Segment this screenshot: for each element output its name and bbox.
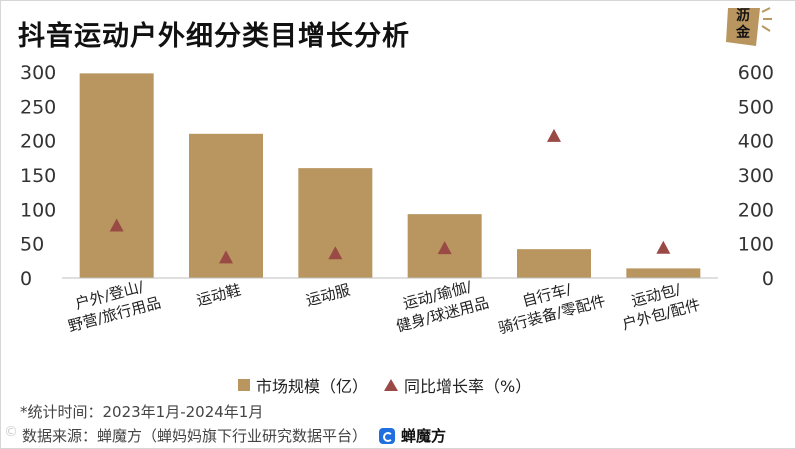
growth-marker-5 bbox=[547, 128, 561, 142]
right-tick-5: 500 bbox=[738, 96, 774, 118]
category-label-6: 运动包/户外包/配件 bbox=[615, 276, 702, 333]
category-label-2: 运动鞋 bbox=[195, 281, 243, 310]
category-label-3: 运动服 bbox=[304, 281, 352, 310]
right-tick-4: 400 bbox=[738, 131, 774, 153]
logo-icon bbox=[726, 7, 772, 46]
bar-5 bbox=[517, 249, 591, 278]
left-tick-5: 250 bbox=[20, 96, 56, 118]
bar-6 bbox=[626, 268, 701, 278]
legend-bar-label: 市场规模（亿） bbox=[256, 377, 369, 396]
chart-title: 抖音运动户外细分类目增长分析 bbox=[18, 21, 410, 52]
right-tick-3: 300 bbox=[738, 165, 774, 187]
brand-logo-icon bbox=[379, 427, 396, 444]
category-label-5: 自行车/骑行装备/零配件 bbox=[491, 272, 607, 337]
growth-marker-4 bbox=[437, 241, 452, 255]
watermark: © bbox=[4, 424, 18, 440]
left-tick-3: 150 bbox=[20, 165, 56, 187]
right-tick-2: 200 bbox=[738, 199, 774, 221]
growth-marker-1 bbox=[109, 218, 124, 232]
category-label-1: 户外/登山/野营/旅行用品 bbox=[61, 274, 163, 335]
left-tick-0: 0 bbox=[20, 268, 32, 290]
left-tick-2: 100 bbox=[20, 199, 56, 221]
right-tick-1: 100 bbox=[738, 234, 774, 256]
left-tick-4: 200 bbox=[20, 131, 56, 153]
growth-marker-3 bbox=[328, 246, 343, 260]
legend-bar-swatch bbox=[238, 379, 250, 391]
right-tick-0: 0 bbox=[762, 268, 774, 290]
time-note: *统计时间：2023年1月-2024年1月 bbox=[20, 403, 264, 421]
left-tick-1: 50 bbox=[20, 234, 44, 256]
data-source: 数据来源：蝉魔方（蝉妈妈旗下行业研究数据平台） 蝉魔方 bbox=[22, 425, 446, 446]
legend-marker-swatch bbox=[384, 379, 399, 391]
category-label-4: 运动/瑜伽/健身/球迷用品 bbox=[389, 274, 491, 335]
source-label: 数据来源：蝉魔方（蝉妈妈旗下行业研究数据平台） bbox=[22, 427, 368, 445]
chart-legend: 市场规模（亿） 同比增长率（%） bbox=[238, 373, 531, 397]
bar-1 bbox=[79, 73, 154, 278]
left-tick-6: 300 bbox=[20, 62, 56, 84]
logo-text: 沥金 bbox=[736, 8, 750, 41]
growth-marker-2 bbox=[219, 250, 233, 264]
legend-marker-label: 同比增长率（%） bbox=[404, 377, 532, 396]
brand-name: 蝉魔方 bbox=[401, 427, 447, 445]
bar-3 bbox=[298, 168, 373, 278]
right-tick-6: 600 bbox=[738, 62, 774, 84]
growth-marker-6 bbox=[656, 240, 671, 254]
